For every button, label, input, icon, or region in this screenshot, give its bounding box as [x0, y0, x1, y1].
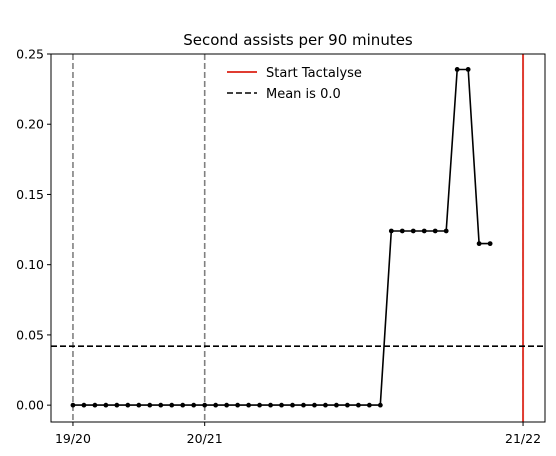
data-point [202, 402, 208, 408]
axes-frame [50, 53, 546, 423]
data-point [355, 402, 361, 408]
x-tick-label: 21/22 [505, 431, 541, 446]
y-tick-label: 0.25 [16, 47, 44, 62]
legend-label-mean: Mean is 0.0 [266, 87, 341, 102]
data-point [268, 402, 273, 408]
data-point [377, 402, 383, 408]
data-point [366, 402, 372, 408]
data-point [345, 402, 350, 408]
data-point [410, 228, 416, 234]
data-point [432, 228, 438, 234]
data-point [399, 228, 405, 234]
y-tick-label: 0.20 [16, 117, 44, 132]
data-point [180, 402, 186, 408]
data-point [158, 402, 164, 408]
plot-area [51, 54, 545, 422]
data-point [465, 67, 471, 72]
data-point [235, 402, 241, 408]
data-point [125, 402, 131, 408]
y-tick-label: 0.10 [16, 257, 44, 272]
data-point [136, 402, 142, 408]
data-point [443, 228, 449, 234]
data-point [70, 402, 76, 408]
x-tick-label: 19/20 [55, 431, 91, 446]
data-point [92, 402, 98, 408]
y-tick-label: 0.15 [16, 187, 44, 202]
data-point [301, 402, 306, 408]
y-tick-label: 0.05 [16, 327, 44, 342]
data-point [103, 402, 109, 408]
data-point [388, 228, 394, 234]
data-point [246, 402, 252, 408]
data-point [191, 402, 197, 408]
data-point [421, 228, 427, 234]
y-tick-label: 0.00 [16, 398, 44, 413]
data-point [476, 241, 482, 247]
x-tick-label: 20/21 [187, 431, 223, 446]
data-point [454, 67, 460, 72]
legend: Start Tactalyse Mean is 0.0 [227, 66, 362, 102]
series-line-0 [73, 68, 491, 406]
data-point [312, 402, 317, 408]
data-point [224, 402, 230, 408]
data-point [114, 402, 120, 408]
data-point [257, 402, 262, 408]
data-point [213, 402, 219, 408]
data-point [487, 241, 493, 247]
legend-label-start: Start Tactalyse [266, 66, 362, 81]
data-point [323, 402, 328, 408]
data-point [169, 402, 175, 408]
data-point [81, 402, 87, 408]
data-point [334, 402, 339, 408]
data-point [290, 402, 295, 408]
chart-title: Second assists per 90 minutes [183, 31, 413, 49]
data-point [279, 402, 284, 408]
data-point [147, 402, 153, 408]
